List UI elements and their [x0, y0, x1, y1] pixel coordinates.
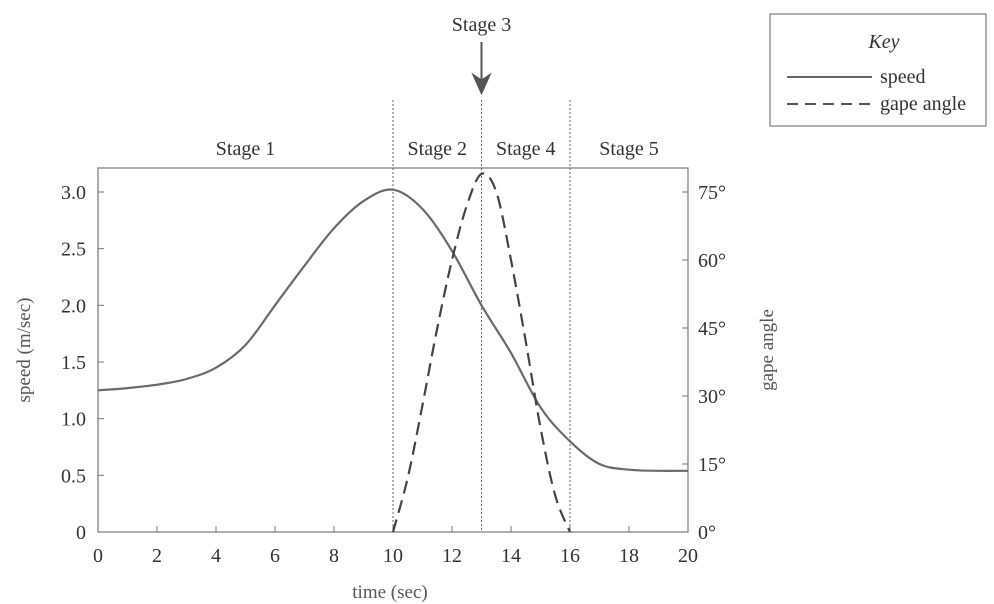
legend: Key speed gape angle	[769, 13, 987, 127]
stage3-label: Stage 3	[452, 14, 511, 36]
y2-axis-ticks: 0° 15° 30° 45° 60° 75°	[682, 182, 726, 544]
x-tick-label: 12	[442, 545, 462, 567]
legend-speed-label: speed	[880, 66, 926, 88]
x-tick-label: 16	[560, 545, 580, 567]
stage-label: Stage 1	[216, 138, 275, 160]
x-axis-ticks: 0 2 4 6 8 10 12 14 16 18 20	[93, 526, 698, 567]
legend-box	[769, 13, 987, 127]
stage-lines	[392, 100, 571, 532]
x-tick-label: 10	[383, 545, 403, 567]
y-tick-label: 1.0	[61, 409, 86, 431]
y2-tick-label: 15°	[698, 454, 726, 476]
x-tick-label: 0	[93, 545, 103, 567]
stage-labels: Stage 1 Stage 2 Stage 4 Stage 5 Stage 3	[216, 14, 659, 160]
y-tick-label: 0	[76, 522, 86, 544]
stage3-arrow-head	[471, 72, 492, 96]
series-layer	[97, 172, 689, 533]
y2-tick-label: 60°	[698, 250, 726, 272]
speed-line	[97, 188, 689, 472]
x-tick-label: 8	[329, 545, 339, 567]
gape-angle-line	[391, 172, 572, 533]
y2-tick-label: 0°	[698, 522, 716, 544]
stage-label: Stage 2	[408, 138, 467, 160]
x-tick-label: 18	[619, 545, 639, 567]
y-tick-label: 2.5	[61, 239, 86, 261]
x-tick-label: 6	[270, 545, 280, 567]
x-tick-label: 4	[211, 545, 221, 567]
y-tick-label: 1.5	[61, 352, 86, 374]
y2-axis-title: gape angle	[757, 309, 778, 391]
y2-tick-label: 30°	[698, 386, 726, 408]
legend-title: Key	[867, 31, 899, 53]
y2-tick-label: 75°	[698, 182, 726, 204]
y-tick-label: 0.5	[61, 465, 86, 487]
y2-tick-label: 45°	[698, 318, 726, 340]
y-axis-ticks: 0 0.5 1.0 1.5 2.0 2.5 3.0	[61, 182, 104, 544]
stage-label: Stage 5	[599, 138, 658, 160]
y-axis-title: speed (m/sec)	[14, 298, 35, 403]
legend-gape-label: gape angle	[880, 93, 966, 115]
x-axis-title: time (sec)	[352, 582, 427, 603]
x-tick-label: 14	[501, 545, 521, 567]
stage-label: Stage 4	[496, 138, 555, 160]
y-tick-label: 2.0	[61, 295, 86, 317]
x-tick-label: 20	[678, 545, 698, 567]
x-tick-label: 2	[152, 545, 162, 567]
y-tick-label: 3.0	[61, 182, 86, 204]
